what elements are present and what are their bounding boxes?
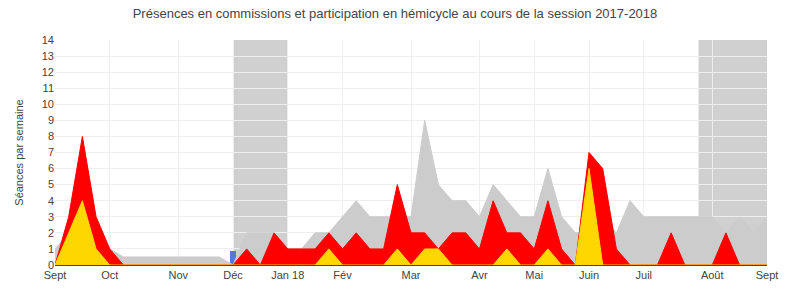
svg-text:Sept: Sept — [44, 269, 67, 281]
svg-text:Mai: Mai — [525, 269, 543, 281]
svg-text:Août: Août — [701, 269, 724, 281]
svg-text:7: 7 — [48, 146, 54, 158]
svg-text:3: 3 — [48, 211, 54, 223]
svg-text:0: 0 — [48, 259, 54, 271]
svg-text:Fév: Fév — [333, 269, 352, 281]
svg-text:Sept: Sept — [756, 269, 779, 281]
svg-text:Nov: Nov — [168, 269, 188, 281]
svg-text:Oct: Oct — [101, 269, 118, 281]
svg-text:Mar: Mar — [402, 269, 421, 281]
svg-text:Déc: Déc — [223, 269, 243, 281]
svg-text:9: 9 — [48, 114, 54, 126]
svg-text:13: 13 — [42, 50, 54, 62]
svg-text:11: 11 — [43, 82, 54, 94]
svg-text:Présences en commissions et pa: Présences en commissions et participatio… — [133, 6, 658, 21]
svg-text:4: 4 — [48, 195, 54, 207]
svg-text:10: 10 — [42, 98, 54, 110]
svg-text:Jan 18: Jan 18 — [271, 269, 304, 281]
svg-text:Juil: Juil — [636, 269, 653, 281]
svg-text:8: 8 — [48, 130, 54, 142]
svg-text:12: 12 — [42, 66, 54, 78]
svg-text:5: 5 — [48, 178, 54, 190]
svg-text:Juin: Juin — [579, 269, 599, 281]
svg-text:6: 6 — [48, 162, 54, 174]
svg-text:Avr: Avr — [471, 269, 488, 281]
svg-text:2: 2 — [48, 227, 54, 239]
svg-text:Séances par semaine: Séances par semaine — [13, 99, 25, 205]
svg-text:1: 1 — [48, 243, 54, 255]
svg-text:14: 14 — [42, 34, 54, 46]
